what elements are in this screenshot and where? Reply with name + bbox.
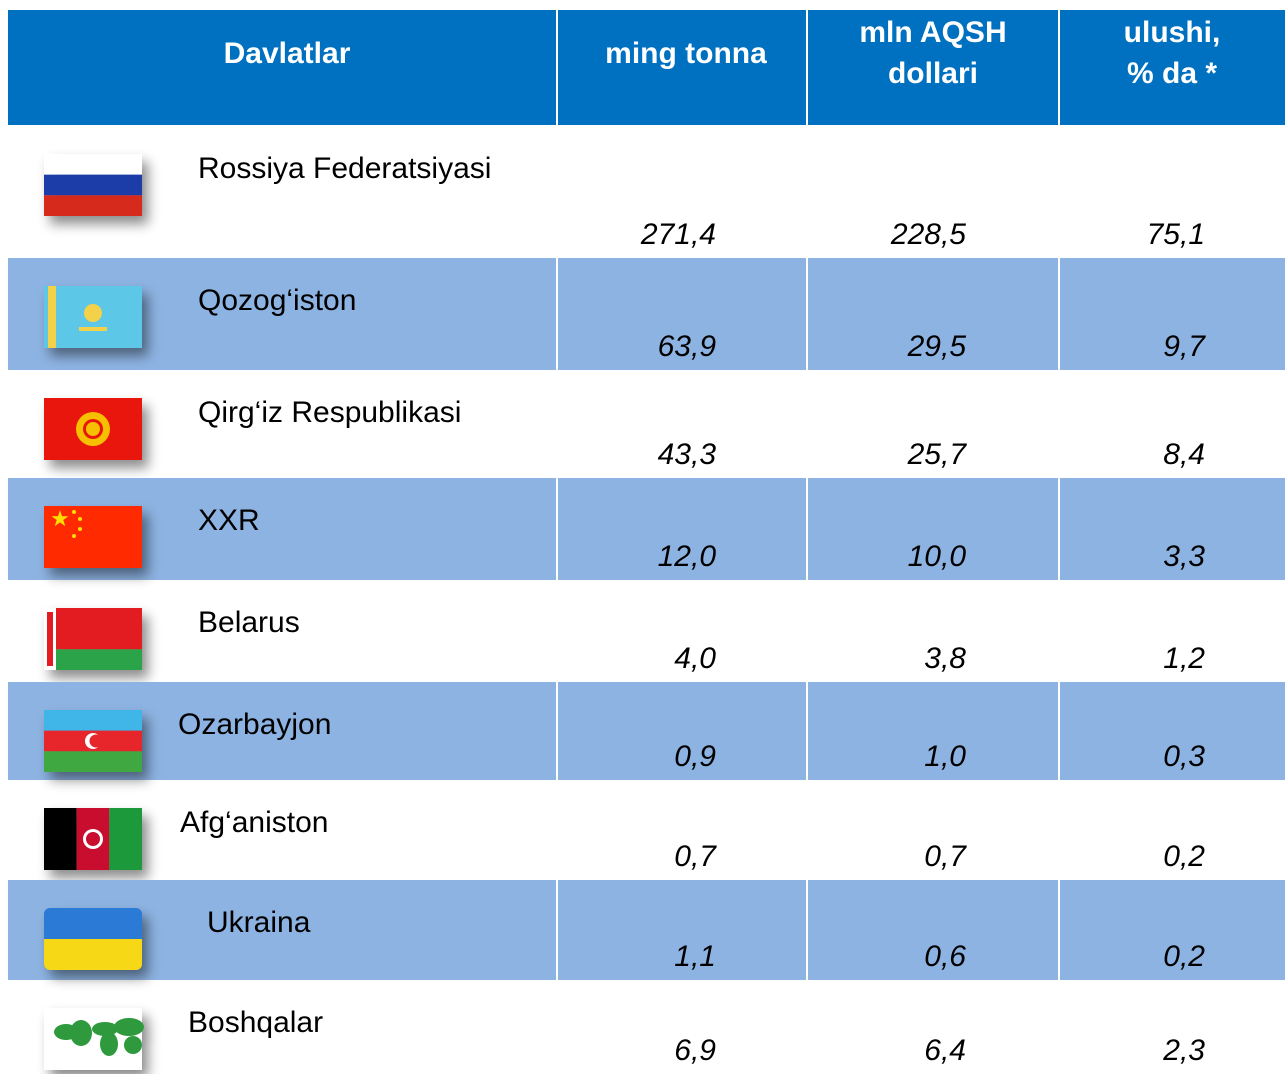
flag-part [44,808,77,870]
flag-part [44,174,142,196]
value-cell: 1,1 [674,940,716,973]
value-cell: 0,9 [674,740,716,773]
flag-part [109,808,142,870]
flag: ★ [44,506,142,568]
value-cell: 29,5 [907,330,967,363]
flag-part [72,510,76,514]
flag-part [48,286,56,348]
value-cell: 75,1 [1147,218,1205,251]
row-bg [8,478,1285,580]
value-cell: 1,2 [1163,642,1205,675]
country-name: Boshqalar [188,1006,323,1039]
flag-part [44,751,142,772]
value-cell: 0,7 [924,840,967,873]
value-cell: 0,2 [1163,840,1205,873]
value-cell: 43,3 [658,438,717,471]
flag-part [44,939,142,945]
value-cell: 4,0 [674,642,716,675]
country-name: Ozarbayjon [178,708,331,741]
flag-part [44,710,142,731]
value-cell: 12,0 [658,540,717,573]
flag [44,608,142,670]
value-cell: 1,0 [924,740,966,773]
flag-part [84,304,102,322]
flag-part [44,154,142,175]
flag [44,1008,144,1070]
flag-part [44,506,142,568]
value-cell: 228,5 [890,218,966,251]
flag-part [47,612,53,666]
header-cell: ming tonna [605,37,767,70]
header-bg [8,10,1285,126]
value-cell: 6,9 [674,1034,716,1067]
flag-part [89,734,103,748]
flag [44,398,142,460]
value-cell: 25,7 [907,438,968,471]
row-bg [8,682,1285,780]
flag-part [44,649,142,670]
flag [44,710,142,772]
header-cell: mln AQSH [859,16,1006,49]
flag-part [100,1032,118,1056]
flag-part [44,608,142,650]
header-cell: ulushi, [1124,16,1221,49]
flag-part [72,534,76,538]
flag-part [44,195,142,216]
flag [44,154,142,216]
flag [44,808,142,870]
header-cell: Davlatlar [224,37,351,70]
value-cell: 6,4 [924,1034,966,1067]
value-cell: 271,4 [640,218,716,251]
value-cell: 63,9 [658,330,717,363]
value-cell: 2,3 [1162,1034,1205,1067]
flag-part [86,832,100,846]
country-name: Ukraina [207,906,311,939]
value-cell: 0,3 [1163,740,1205,773]
flag-part [86,422,100,436]
value-cell: 0,7 [674,840,717,873]
value-cell: 0,2 [1163,940,1205,973]
flag-part [78,517,82,521]
country-name: Belarus [198,606,300,639]
value-cell: 3,8 [924,642,966,675]
value-cell: 0,6 [924,940,966,973]
country-name: Afg‘aniston [180,806,328,839]
flag-part [124,1036,142,1054]
country-name: Rossiya Federatsiyasi [198,152,491,185]
flag-part [79,327,107,331]
value-cell: 10,0 [908,540,967,573]
value-cell: 8,4 [1163,438,1205,471]
value-cell: 3,3 [1163,540,1205,573]
country-name: XXR [198,504,260,537]
flag [44,286,142,348]
value-cell: 9,7 [1163,330,1206,363]
flag [44,908,142,970]
country-name: Qirg‘iz Respublikasi [198,396,461,429]
flag-part [114,1018,144,1036]
flag-part [44,939,142,970]
flag-part: ★ [50,506,70,531]
header-cell: % da * [1127,57,1217,90]
row-bg [8,880,1285,980]
flag-part [70,1020,92,1046]
row-bg [8,258,1285,370]
header-cell: dollari [888,57,978,90]
flag-part [78,527,82,531]
country-name: Qozog‘iston [198,284,356,317]
